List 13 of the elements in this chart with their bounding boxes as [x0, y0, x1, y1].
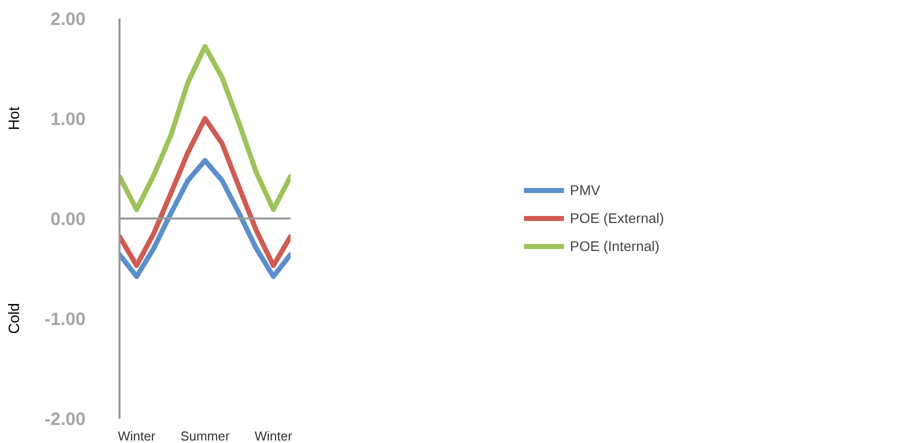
- y-tick-label: -2.00: [44, 409, 86, 429]
- x-tick-label: Winter: [254, 428, 293, 443]
- legend-label: POE (Internal): [570, 238, 660, 254]
- legend-label: PMV: [570, 182, 600, 198]
- y-tick-label: -1.00: [44, 309, 86, 329]
- x-tick-label: Summer: [180, 428, 230, 443]
- text: Cold: [6, 303, 23, 334]
- y-tick-label: 1.00: [50, 109, 86, 129]
- y-tick-label: 0.00: [50, 209, 86, 229]
- text: Hot: [6, 106, 23, 130]
- y-tick-label: 2.00: [50, 9, 86, 29]
- legend-label: POE (External): [570, 210, 664, 226]
- x-tick-label: Winter: [118, 428, 156, 443]
